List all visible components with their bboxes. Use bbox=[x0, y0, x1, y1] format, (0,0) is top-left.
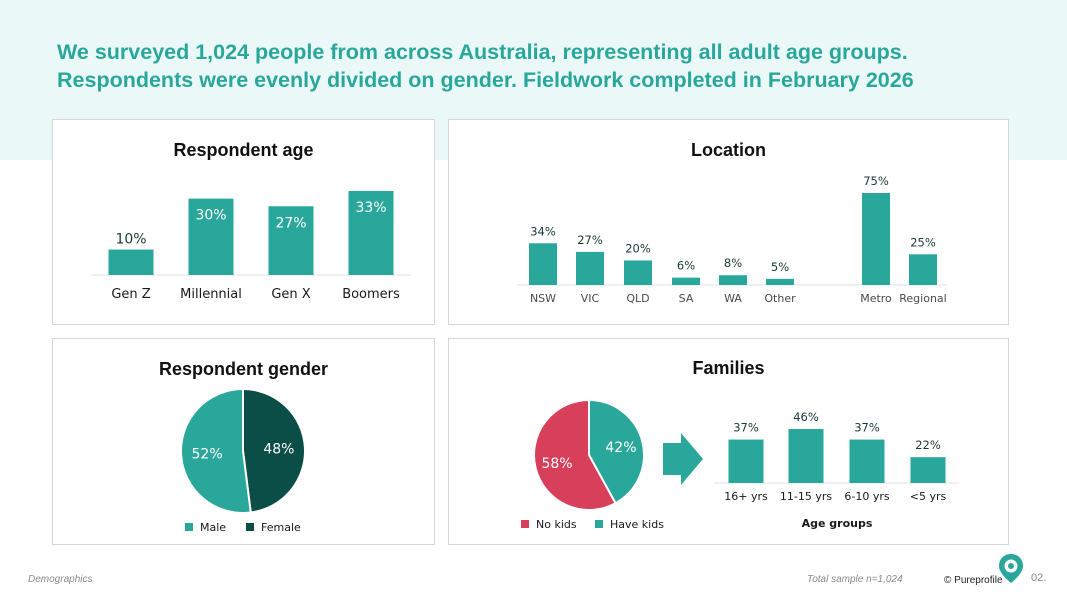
gender-legend-swatch bbox=[185, 523, 193, 531]
location-bar bbox=[909, 254, 937, 285]
families-age-value-label: 46% bbox=[793, 410, 819, 424]
panel-location: Location 34% NSW 27% VIC 20% QLD 6% SA 8% WA 5% Oth… bbox=[448, 119, 1009, 325]
age-category-label: Gen X bbox=[271, 287, 310, 302]
gender-slice-label: 48% bbox=[263, 442, 294, 458]
families-legend-label: Have kids bbox=[610, 518, 664, 531]
age-bar bbox=[108, 249, 154, 275]
families-legend-label: No kids bbox=[536, 518, 577, 531]
families-age-category-label: 11-15 yrs bbox=[780, 490, 832, 503]
page-headline: We surveyed 1,024 people from across Aus… bbox=[57, 38, 1047, 94]
gender-slice bbox=[242, 387, 306, 514]
families-charts: 42% 58% No kids Have kids 37% 16+ yrs 46% 11-15… bbox=[521, 398, 959, 531]
families-age-bar bbox=[728, 439, 764, 483]
location-category-label: QLD bbox=[626, 292, 649, 305]
families-age-category-label: 6-10 yrs bbox=[844, 490, 889, 503]
headline-line-1: We surveyed 1,024 people from across Aus… bbox=[57, 40, 908, 64]
age-bar bbox=[348, 191, 394, 275]
families-slice bbox=[533, 398, 617, 511]
location-bar bbox=[624, 260, 652, 285]
gender-pie-chart: 48% 52% Male Female bbox=[180, 387, 306, 534]
families-legend-swatch bbox=[595, 520, 603, 528]
location-value-label: 25% bbox=[910, 235, 936, 249]
headline-line-2: Respondents were evenly divided on gende… bbox=[57, 68, 914, 92]
age-bar bbox=[268, 206, 314, 275]
location-value-label: 5% bbox=[771, 260, 789, 274]
location-value-label: 34% bbox=[530, 224, 556, 238]
chart-title-age: Respondent age bbox=[173, 140, 314, 160]
location-category-label: SA bbox=[679, 292, 694, 305]
location-bar bbox=[576, 251, 604, 285]
location-value-label: 75% bbox=[863, 174, 889, 188]
pureprofile-logo-icon bbox=[999, 554, 1023, 583]
gender-legend-swatch bbox=[246, 523, 254, 531]
location-bar bbox=[862, 193, 890, 285]
panel-respondent-gender: Respondent gender 48% 52% Male Female bbox=[52, 338, 435, 545]
age-value-label: 27% bbox=[275, 215, 306, 231]
chart-title-families: Families bbox=[692, 358, 765, 378]
location-category-label: Other bbox=[764, 292, 796, 305]
families-age-bar bbox=[910, 457, 946, 483]
families-age-value-label: 22% bbox=[915, 438, 941, 452]
location-value-label: 27% bbox=[577, 233, 603, 247]
age-category-label: Boomers bbox=[342, 287, 400, 302]
gender-slice bbox=[180, 387, 252, 514]
location-bar bbox=[672, 277, 700, 285]
families-slice-label: 58% bbox=[541, 456, 572, 472]
age-value-label: 10% bbox=[115, 232, 146, 248]
families-age-value-label: 37% bbox=[733, 421, 759, 435]
age-bar-chart: 10% Gen Z 30% Millennial 27% Gen X 33% Boomers bbox=[91, 191, 411, 302]
page-number: 02. bbox=[1031, 572, 1047, 584]
families-age-bar bbox=[788, 429, 824, 483]
location-value-label: 6% bbox=[677, 259, 695, 273]
location-category-label: VIC bbox=[581, 292, 600, 305]
location-bar bbox=[719, 275, 747, 285]
families-slice bbox=[588, 398, 645, 505]
chart-title-location: Location bbox=[691, 140, 766, 160]
gender-legend-label: Male bbox=[200, 521, 226, 534]
location-category-label: Metro bbox=[860, 292, 892, 305]
location-bar bbox=[529, 243, 557, 285]
location-bar bbox=[766, 278, 794, 285]
age-value-label: 30% bbox=[195, 208, 226, 224]
families-slice-label: 42% bbox=[605, 440, 636, 456]
location-value-label: 20% bbox=[625, 241, 651, 255]
families-age-category-label: <5 yrs bbox=[910, 490, 947, 503]
arrow-right-icon bbox=[663, 433, 703, 485]
location-category-label: NSW bbox=[530, 292, 556, 305]
gender-legend-label: Female bbox=[261, 521, 301, 534]
footer-section-label: Demographics bbox=[28, 574, 93, 585]
footer-sample-size: Total sample n=1,024 bbox=[807, 574, 903, 585]
location-value-label: 8% bbox=[724, 256, 742, 270]
footer-brand: © Pureprofile bbox=[944, 575, 1003, 586]
age-value-label: 33% bbox=[355, 200, 386, 216]
families-age-bar bbox=[849, 439, 885, 483]
age-category-label: Millennial bbox=[180, 287, 242, 302]
age-bar bbox=[188, 198, 234, 275]
panel-families: Families 42% 58% No kids Have kids 37% 16+ yr… bbox=[448, 338, 1009, 545]
families-age-value-label: 37% bbox=[854, 421, 880, 435]
age-category-label: Gen Z bbox=[111, 287, 150, 302]
location-bar-chart: 34% NSW 27% VIC 20% QLD 6% SA 8% WA 5% Other 75% Metr… bbox=[517, 174, 947, 305]
panel-respondent-age: Respondent age 10% Gen Z 30% Millennial 27% G… bbox=[52, 119, 435, 325]
chart-title-gender: Respondent gender bbox=[158, 359, 328, 379]
gender-slice-label: 52% bbox=[192, 446, 223, 462]
location-category-label: WA bbox=[724, 292, 742, 305]
location-category-label: Regional bbox=[899, 292, 946, 305]
families-age-axis-title: Age groups bbox=[802, 517, 873, 530]
families-age-category-label: 16+ yrs bbox=[724, 490, 768, 503]
families-legend-swatch bbox=[521, 520, 529, 528]
